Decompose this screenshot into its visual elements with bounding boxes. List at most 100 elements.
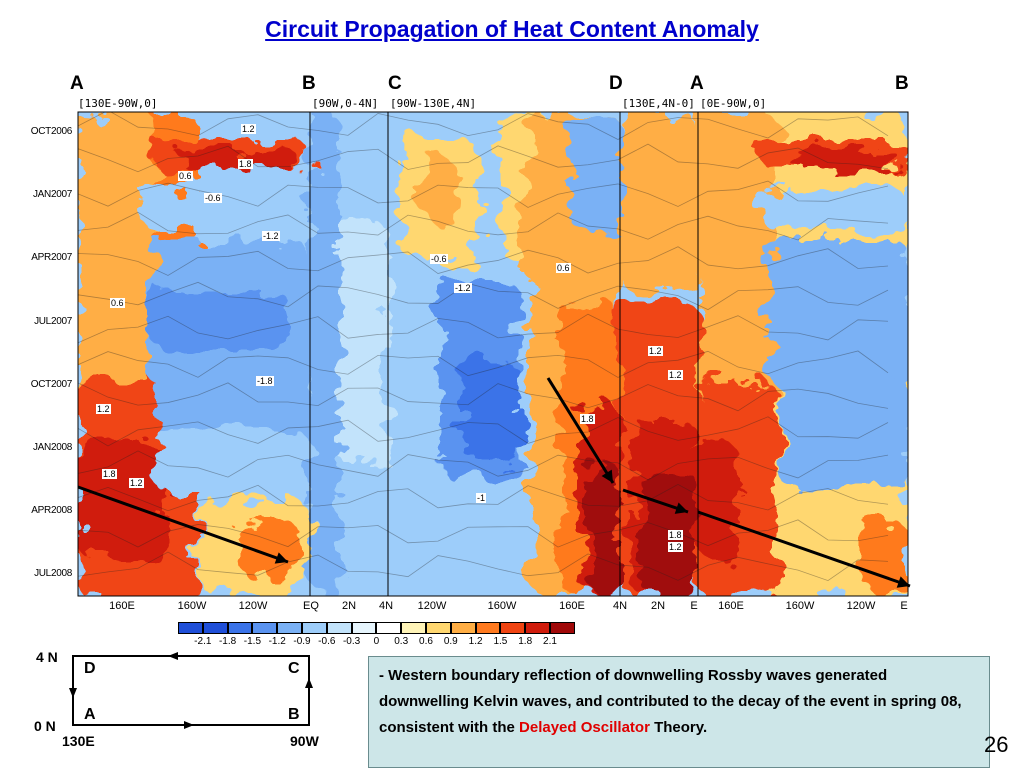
anomaly-region	[580, 400, 620, 596]
contour-line	[78, 382, 889, 412]
contour-line	[78, 246, 889, 276]
x-tick-label: EQ	[303, 600, 319, 612]
anomaly-region	[560, 300, 620, 596]
panel-header-2: [90W,0-4N]	[312, 97, 379, 110]
colorbar-tick-label: -0.6	[318, 636, 336, 647]
colorbar-tick-label: 0.6	[419, 636, 433, 647]
anomaly-region	[520, 200, 560, 280]
segment-label-b: B	[302, 73, 316, 94]
page-number: 26	[984, 732, 1009, 757]
anomaly-region	[770, 240, 908, 390]
colorbar-tick-label: -1.8	[218, 636, 237, 647]
text-dash: -	[379, 667, 389, 684]
propagation-arrow	[546, 377, 615, 484]
x-tick-label: 160E	[109, 600, 135, 612]
anomaly-region	[760, 190, 908, 230]
corner-label-a: A	[84, 706, 96, 723]
anomaly-region	[150, 430, 310, 490]
colorbar-swatch	[326, 622, 352, 634]
colorbar-swatch	[178, 622, 203, 634]
panel-header-3: [90W-130E,4N]	[390, 97, 477, 110]
text-highlight: Delayed Oscillator	[519, 719, 650, 736]
colorbar-tick-label: 2.1	[543, 636, 557, 647]
anomaly-region	[570, 112, 620, 232]
anomaly-region	[500, 112, 560, 262]
colorbar-swatch	[550, 622, 575, 634]
colorbar-tick-label: 1.2	[468, 636, 483, 647]
lat-top-label: 4 N	[36, 649, 58, 665]
colorbar-swatch	[450, 622, 476, 634]
y-tick-label: JUL2008	[34, 568, 72, 579]
segment-label-d: D	[609, 73, 623, 94]
x-tick-label: 160W	[177, 600, 207, 612]
anomaly-region	[160, 380, 310, 470]
y-tick-label: JAN2007	[32, 189, 72, 200]
contour-line	[78, 416, 889, 447]
segment-label-b2: B	[895, 73, 909, 94]
y-tick-label: JAN2008	[32, 442, 72, 453]
anomaly-region	[620, 112, 698, 292]
contour-line	[78, 313, 889, 344]
contour-line	[78, 519, 889, 548]
y-tick-label: OCT2007	[30, 379, 73, 390]
x-tick-label: 120W	[846, 600, 876, 612]
x-tick-label: 160E	[718, 600, 744, 612]
contour-line	[78, 143, 889, 173]
anomaly-region	[150, 290, 290, 350]
contour-line	[78, 450, 889, 481]
contour-label: 1.2	[648, 346, 663, 356]
colorbar-swatch	[252, 622, 278, 634]
colorbar-tick-label: 1.5	[493, 636, 508, 647]
contour-label: -1.2	[262, 231, 280, 241]
colorbar-tick-label: -1.2	[268, 636, 286, 647]
anomaly-region	[790, 150, 900, 170]
colorbar-swatch	[351, 622, 377, 634]
contour-label: 1.2	[668, 542, 683, 552]
colorbar-swatch	[302, 622, 327, 634]
contour-label: 0.6	[110, 298, 125, 308]
anomaly-region	[620, 300, 698, 596]
anomaly-region	[240, 520, 300, 580]
anomaly-region	[820, 500, 908, 596]
colorbar-tick-label: -0.9	[293, 636, 311, 647]
anomaly-region	[780, 380, 908, 490]
corner-label-b: B	[288, 706, 300, 723]
propagation-arrowhead	[674, 502, 688, 514]
contour-label: 1.8	[580, 414, 595, 424]
segment-label-a2: A	[690, 73, 704, 94]
colorbar-swatch	[376, 622, 402, 634]
contour-label: 1.2	[241, 124, 256, 134]
anomaly-region	[310, 220, 388, 460]
anomaly-region	[78, 112, 198, 596]
colorbar-tick-label: 0	[373, 636, 380, 647]
propagation-arrow	[622, 488, 689, 514]
contour-label: 0.6	[556, 263, 571, 273]
panel-header-4: [130E,4N-0]	[622, 97, 695, 110]
colorbar-tick-label: 0.3	[394, 636, 409, 647]
contour-label: 0.6	[178, 171, 193, 181]
colorbar-tick-label: 1.8	[518, 636, 533, 647]
contour-label: 1.2	[129, 478, 144, 488]
contour-label: 1.8	[238, 159, 253, 169]
colorbar-swatch	[227, 622, 253, 634]
x-tick-label: 4N	[612, 600, 628, 612]
colorbar-swatch	[401, 622, 426, 634]
x-tick-label: 160E	[559, 600, 585, 612]
anomaly-region	[400, 140, 480, 260]
anomaly-region	[310, 112, 388, 596]
colorbar-tick-label: -0.3	[342, 636, 361, 647]
anomaly-region	[630, 420, 698, 596]
anomaly-region	[698, 112, 908, 596]
colorbar-tick-label: -2.1	[194, 636, 212, 647]
x-tick-label: 2N	[650, 600, 666, 612]
anomaly-region	[530, 112, 620, 596]
anomaly-region	[420, 160, 460, 220]
y-tick-label: APR2008	[31, 505, 72, 516]
y-tick-label: JUL2007	[34, 316, 72, 327]
segment-label-a: A	[70, 73, 84, 94]
lat-bottom-label: 0 N	[34, 718, 56, 734]
anomaly-region	[440, 280, 520, 480]
colorbar-tick-label: -1.5	[243, 636, 262, 647]
anomaly-region	[78, 440, 168, 560]
contour-label: -1.2	[454, 283, 472, 293]
